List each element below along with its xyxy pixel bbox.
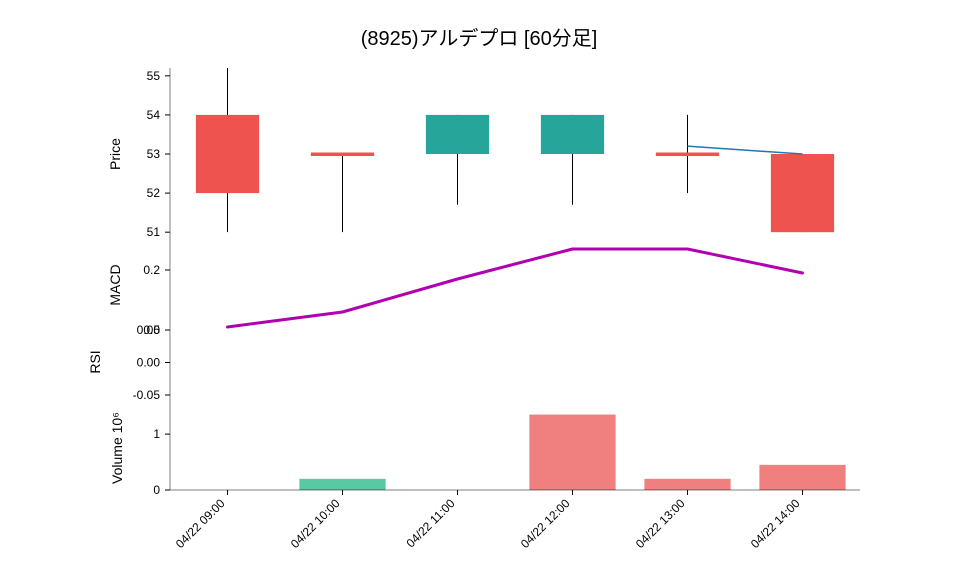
rsi-ytick: 0.00 — [137, 356, 161, 370]
candle-body — [426, 115, 489, 154]
x-axis: 04/22 09:00 04/22 10:00 04/22 11:00 04/22 1… — [170, 68, 860, 551]
rsi-axis-label: RSI — [87, 350, 103, 373]
x-tick-label: 04/22 09:00 — [173, 496, 228, 551]
candle-body — [541, 115, 604, 154]
chart-title: (8925)アルデプロ [60分足] — [361, 27, 598, 50]
macd-panel: 0.00.2 — [143, 249, 802, 337]
x-tick-label: 04/22 12:00 — [518, 496, 573, 551]
volume-panel: 01 — [153, 415, 845, 497]
volume-bar — [529, 415, 615, 490]
volume-bar — [759, 465, 845, 490]
x-tick-label: 04/22 11:00 — [404, 496, 458, 550]
rsi-ytick: 0.05 — [137, 323, 161, 337]
candle-body — [196, 115, 259, 193]
macd-axis-label: MACD — [107, 264, 123, 305]
volume-bar — [644, 479, 730, 490]
x-tick-label: 04/22 10:00 — [288, 496, 343, 551]
price-ytick: 54 — [147, 108, 161, 122]
macd-ytick: 0.2 — [143, 263, 160, 277]
stock-chart: (8925)アルデプロ [60分足] Price MACD RSI Volume… — [0, 0, 958, 575]
price-ytick: 53 — [147, 147, 161, 161]
macd-line — [228, 249, 803, 327]
x-tick-label: 04/22 14:00 — [748, 496, 803, 551]
price-ytick: 51 — [147, 225, 161, 239]
x-tick-label: 04/22 13:00 — [633, 496, 688, 551]
chart-svg: (8925)アルデプロ [60分足] Price MACD RSI Volume… — [0, 0, 958, 575]
price-ytick: 55 — [147, 69, 161, 83]
volume-axis-label: Volume 10⁶ — [109, 412, 125, 484]
volume-ytick: 1 — [153, 427, 160, 441]
rsi-panel: -0.05 0.00 0.05 — [133, 323, 170, 402]
price-panel: 51 52 53 54 55 — [147, 68, 834, 239]
rsi-ytick: -0.05 — [133, 388, 161, 402]
volume-bar — [299, 479, 385, 490]
price-axis-label: Price — [107, 138, 123, 170]
price-ytick: 52 — [147, 186, 161, 200]
candle-body — [771, 154, 834, 232]
volume-ytick: 0 — [153, 483, 160, 497]
